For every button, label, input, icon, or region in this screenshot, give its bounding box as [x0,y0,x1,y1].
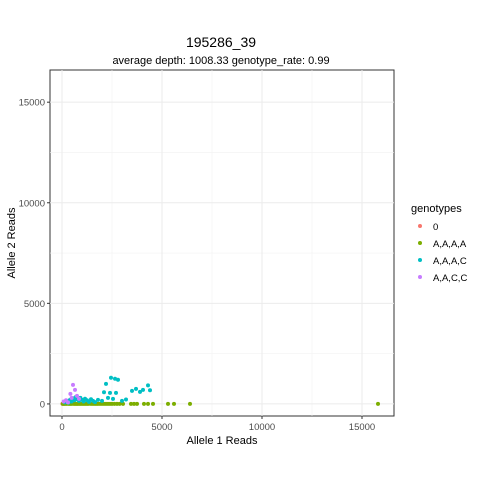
data-point [106,395,110,400]
chart-title: 195286_39 [186,34,256,50]
data-point [134,386,138,391]
legend-label: A,A,A,C [433,256,467,267]
legend-swatch [418,241,422,245]
data-point [102,390,106,395]
x-tick-label: 5000 [151,422,172,433]
legend-item: A,A,C,C [418,273,467,284]
data-point [93,400,97,405]
data-point [114,390,118,395]
y-axis-label: Allele 2 Reads [6,207,18,278]
x-axis-ticks: 0 5000 10000 15000 [59,416,375,433]
data-point [120,398,124,403]
legend-item: A,A,A,C [418,256,467,267]
data-point [146,401,150,406]
data-point [376,401,380,406]
y-axis-ticks: 0 5000 10000 15000 [19,98,50,410]
legend-swatch [418,258,422,262]
data-point [104,381,108,386]
data-point [68,391,73,396]
legend-swatch [418,224,422,228]
data-point [75,393,79,398]
data-point [73,387,77,392]
plot-panel [49,69,395,417]
data-point [130,388,134,393]
data-point [151,401,155,406]
data-point [69,395,74,400]
x-axis-label: Allele 1 Reads [187,435,258,447]
data-point [117,401,122,406]
data-point [146,383,150,388]
legend-items: 0 A,A,A,A A,A,A,C A,A,C,C [418,222,467,284]
data-point [188,401,192,406]
data-point [71,382,75,387]
data-point [100,398,104,403]
data-point [141,387,145,392]
data-point [124,397,128,402]
legend-item: A,A,A,A [418,239,467,250]
data-point [129,401,133,406]
data-point [96,397,100,402]
legend: genotypes 0 A,A,A,A A,A,A,C A,A,C,C [411,203,467,284]
legend-label: 0 [433,222,438,233]
data-point [132,401,136,406]
y-tick-label: 10000 [19,198,45,209]
data-points [60,375,380,406]
y-tick-label: 0 [40,399,45,410]
data-point [77,396,81,401]
legend-label: A,A,C,C [433,273,467,284]
data-point [142,401,146,406]
legend-swatch [418,275,422,279]
data-point [172,401,176,406]
legend-title: genotypes [411,203,462,215]
data-point [166,401,170,406]
x-tick-label: 15000 [349,422,375,433]
data-point [121,401,125,406]
data-point [108,390,112,395]
data-point [111,396,115,401]
data-point [113,376,117,381]
data-point [135,401,139,406]
data-point [148,388,152,393]
data-point [109,375,113,380]
chart-subtitle: average depth: 1008.33 genotype_rate: 0.… [112,55,329,67]
data-point [72,398,77,403]
legend-item: 0 [418,222,438,233]
data-point [116,377,120,382]
x-tick-label: 10000 [249,422,275,433]
data-point [138,389,142,394]
x-tick-label: 0 [59,422,64,433]
y-tick-label: 5000 [24,299,45,310]
legend-label: A,A,A,A [433,239,467,250]
data-point [66,400,70,405]
y-tick-label: 15000 [19,98,45,109]
